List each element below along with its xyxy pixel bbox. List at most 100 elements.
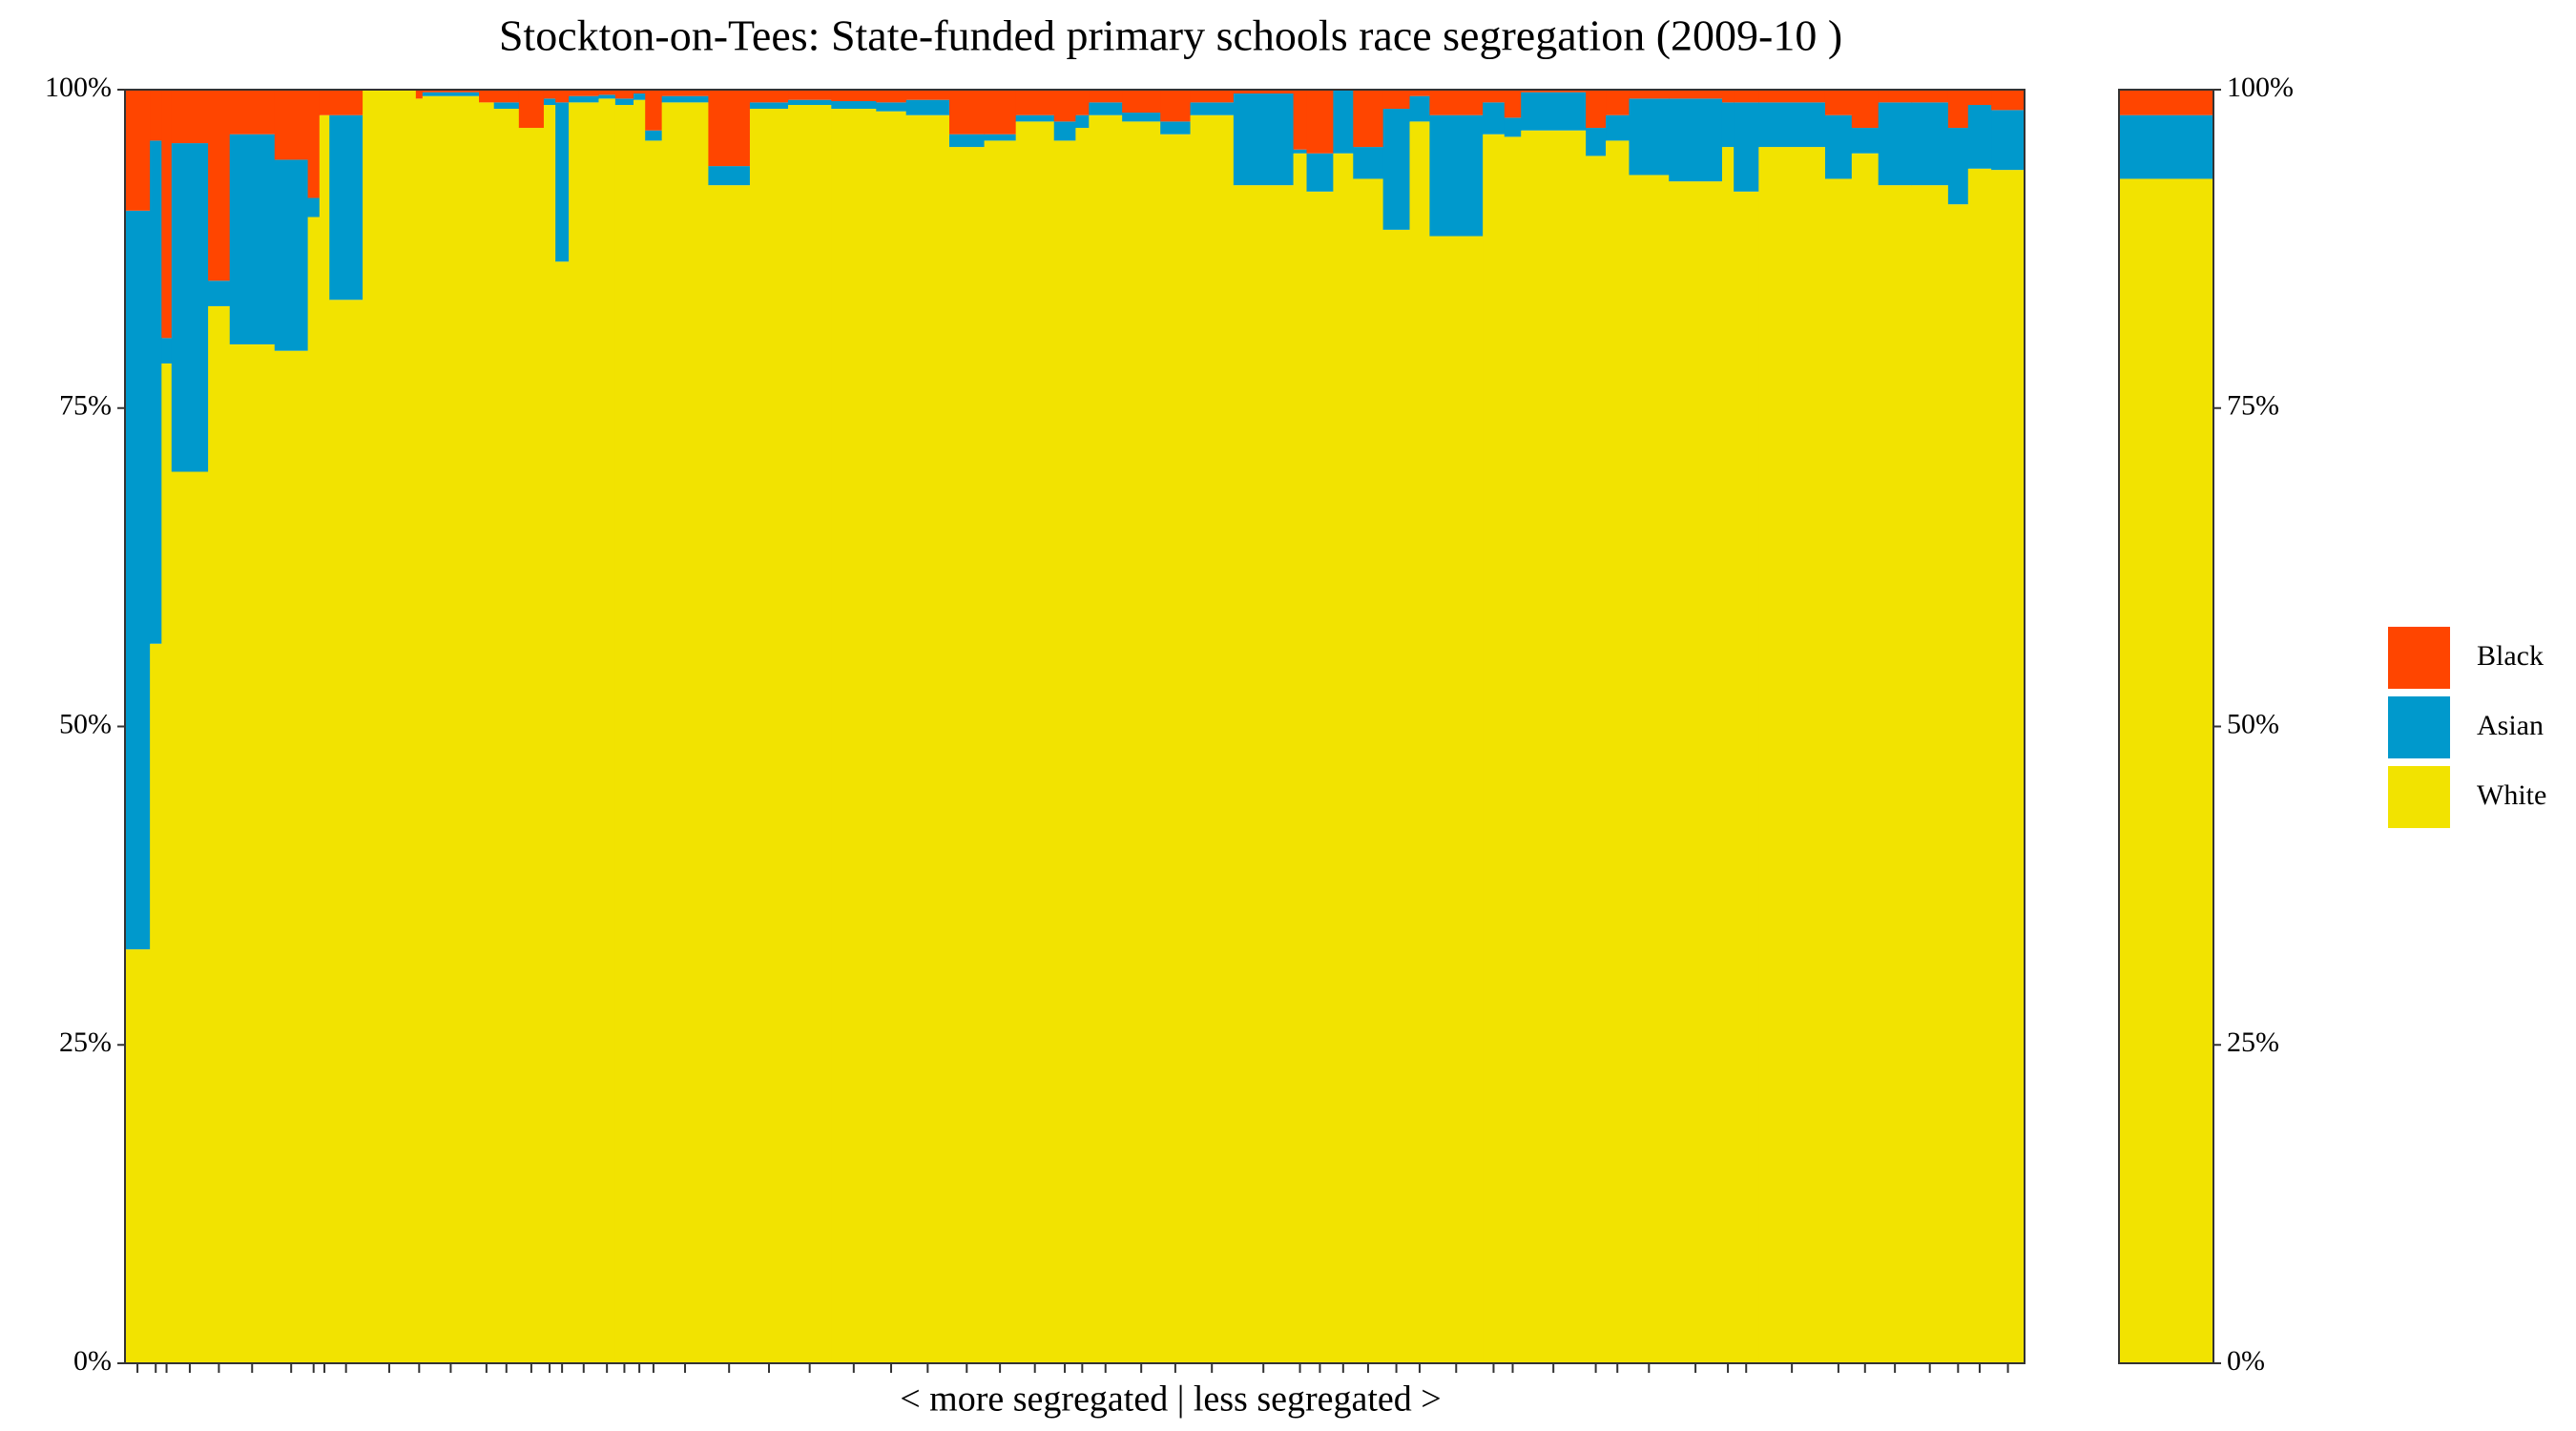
bar-segment [905, 114, 950, 1364]
bar-segment [1629, 175, 1670, 1363]
bar-segment [1967, 105, 1992, 169]
bar-segment [493, 109, 520, 1363]
bar-segment [1293, 90, 1308, 150]
bar-segment [1409, 121, 1430, 1363]
bar-segment [1053, 140, 1076, 1363]
bar-segment [1333, 153, 1354, 1363]
bar-segment [422, 92, 480, 96]
bar-segment [634, 90, 646, 94]
bar-segment [614, 98, 634, 106]
bar-segment [555, 261, 570, 1364]
y-tick-label-right: 75% [2227, 390, 2279, 422]
bar-segment [749, 102, 789, 110]
y-tick-label: 0% [73, 1345, 112, 1377]
bar-segment [1409, 95, 1430, 122]
bar-segment [150, 643, 162, 1363]
bar-segment [208, 305, 231, 1364]
legend-label: Asian [2477, 710, 2544, 741]
bar-segment [161, 363, 173, 1363]
bar-segment [1160, 90, 1192, 122]
bar-segment [831, 90, 877, 102]
bar-segment [1721, 102, 1735, 148]
bar-segment [1947, 90, 1969, 129]
bar-segment [422, 95, 480, 1363]
bar-segment [518, 90, 545, 129]
bar-segment [1233, 93, 1295, 186]
bar-segment [307, 197, 321, 218]
bar-segment [1629, 90, 1670, 99]
bar-segment [984, 140, 1017, 1363]
bar-segment [329, 90, 364, 115]
bar-segment [948, 134, 986, 148]
bar-segment [749, 90, 789, 103]
bar-segment [831, 109, 877, 1363]
bar-segment [1075, 114, 1090, 129]
bar-segment [329, 114, 364, 301]
legend-swatch [2388, 696, 2450, 758]
bar-segment [1521, 90, 1587, 93]
bar-segment [1669, 90, 1723, 99]
chart-title: Stockton-on-Tees: State-funded primary s… [499, 11, 1842, 60]
bar-segment [1947, 204, 1969, 1363]
bar-segment [1122, 90, 1161, 114]
bar-segment [543, 105, 556, 1363]
bar-segment [1075, 90, 1090, 115]
bar-segment [1851, 90, 1880, 129]
y-tick-label: 50% [59, 708, 112, 739]
bar-segment [319, 114, 330, 1364]
bar-segment [125, 90, 151, 211]
y-tick-label: 25% [59, 1027, 112, 1058]
bar-segment [1053, 121, 1076, 141]
bar-segment [1606, 140, 1631, 1363]
bar-segment [150, 140, 162, 644]
bar-segment [1233, 185, 1295, 1363]
bar-segment [1089, 114, 1123, 1364]
bar-segment [645, 140, 663, 1363]
bar-segment [788, 99, 832, 106]
bar-segment [1504, 136, 1522, 1363]
bar-segment [415, 90, 424, 99]
bar-segment [1353, 178, 1384, 1364]
bar-segment [661, 102, 710, 1364]
bar-segment [422, 90, 480, 93]
bar-segment [788, 90, 832, 100]
bar-segment [614, 105, 634, 1363]
bar-segment [661, 90, 710, 96]
bar-segment [634, 93, 646, 100]
bar-segment [905, 90, 950, 100]
overall-segment [2119, 114, 2213, 179]
bar-segment [1991, 170, 2025, 1364]
bar-segment [171, 471, 209, 1363]
bar-segment [1015, 114, 1055, 122]
bar-segment [569, 95, 600, 103]
bar-segment [1504, 90, 1522, 118]
bar-segment [1382, 90, 1411, 110]
bar-segment [1991, 110, 2025, 171]
bar-segment [1293, 149, 1308, 154]
bar-segment [749, 109, 789, 1363]
bar-segment [1504, 117, 1522, 137]
bar-segment [1190, 90, 1235, 103]
bar-segment [1409, 90, 1430, 96]
bar-segment [1758, 90, 1826, 103]
bar-segment [229, 90, 276, 135]
bar-segment [1075, 128, 1090, 1363]
bar-segment [1122, 121, 1161, 1363]
y-tick-label-right: 25% [2227, 1027, 2279, 1058]
bar-segment [208, 280, 231, 306]
bar-segment [948, 90, 986, 135]
bar-segment [905, 99, 950, 115]
bar-segment [1606, 90, 1631, 115]
legend-swatch [2388, 766, 2450, 828]
bar-segment [1015, 90, 1055, 115]
bar-segment [1483, 102, 1506, 135]
y-tick-label: 75% [59, 390, 112, 422]
bar-segment [1483, 134, 1506, 1364]
bar-segment [161, 338, 173, 364]
bar-segment [1758, 147, 1826, 1364]
y-tick-label-right: 0% [2227, 1345, 2265, 1377]
bar-segment [598, 98, 616, 1364]
bar-segment [1089, 102, 1123, 115]
